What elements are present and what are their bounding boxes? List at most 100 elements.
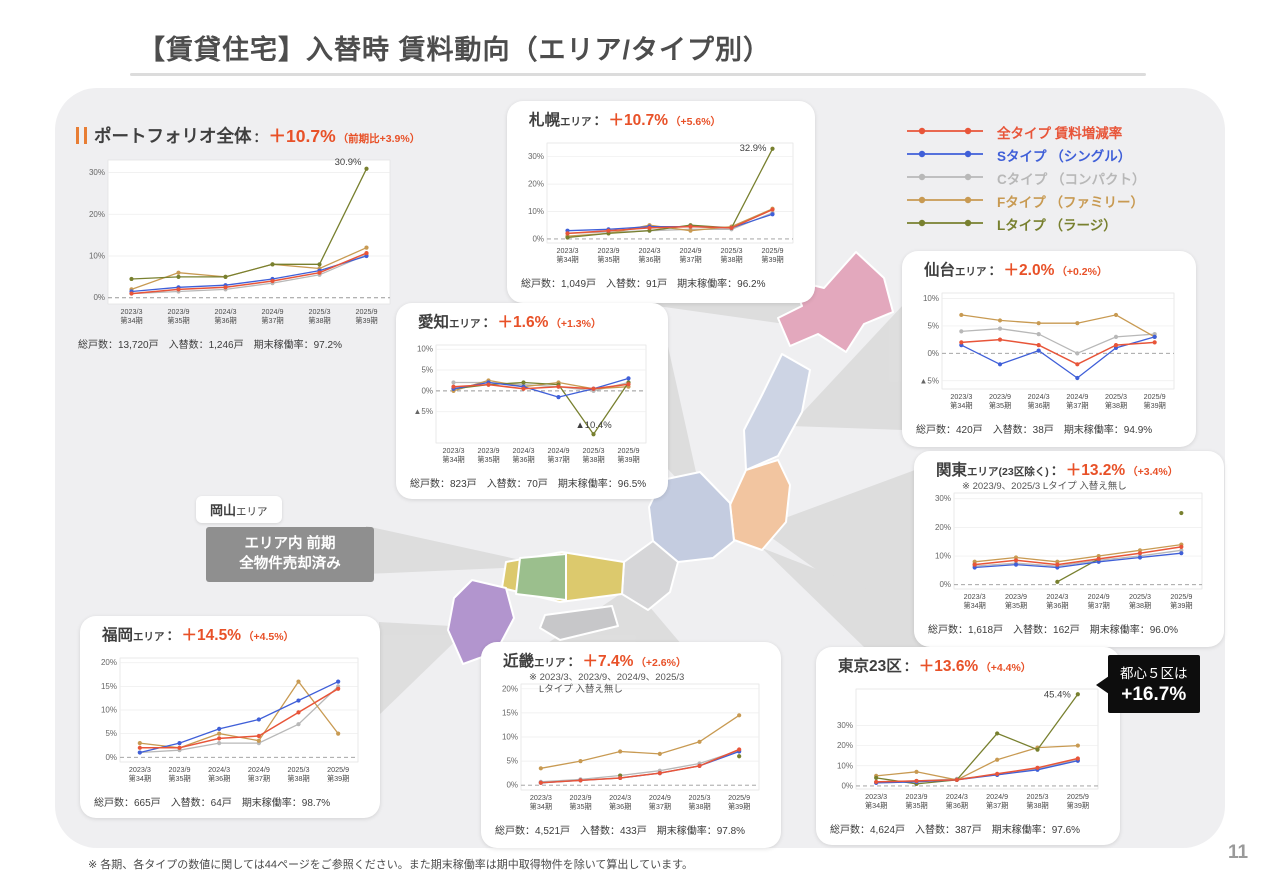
svg-text:10%: 10% — [89, 252, 105, 261]
kinki-chart-card: 近畿エリア：＋7.4% （+2.6%） ※ 2023/3、2023/9、2024/… — [481, 642, 781, 848]
stat-total-units: 総戸数：1,618戸 — [928, 625, 1004, 636]
stat-replacements: 入替数：387戸 — [915, 825, 982, 836]
svg-text:10%: 10% — [837, 761, 853, 770]
svg-text:45.4%: 45.4% — [1044, 689, 1071, 700]
stat-total-units: 総戸数：4,521戸 — [495, 826, 571, 837]
legend-item-all: 全タイプ 賃料増減率 — [905, 120, 1225, 143]
stat-total-units: 総戸数：1,049戸 — [521, 279, 597, 290]
area-name: 岡山 — [210, 503, 237, 518]
footnote: ※ 各期、各タイプの数値に関しては44ページをご参照ください。また期末稼働率は期… — [88, 859, 693, 871]
svg-text:第38期: 第38期 — [582, 455, 604, 464]
svg-text:第38期: 第38期 — [287, 774, 309, 783]
svg-text:2025/9: 2025/9 — [728, 793, 750, 802]
fukuoka-chart-card: 福岡エリア：＋14.5% （+4.5%） 0% 5% 10% 15% 20% 2023/3 第… — [80, 616, 380, 818]
svg-text:第39期: 第39期 — [327, 774, 349, 783]
svg-text:第36期: 第36期 — [214, 316, 236, 325]
svg-text:0%: 0% — [939, 580, 951, 589]
sapporo-stats: 総戸数：1,049戸 入替数：91戸 期末稼働率：96.2% — [517, 275, 805, 290]
svg-text:20%: 20% — [837, 741, 853, 750]
kanto-stats: 総戸数：1,618戸 入替数：162戸 期末稼働率：96.0% — [924, 621, 1214, 636]
legend-label: 全タイプ 賃料増減率 — [997, 125, 1123, 141]
stat-replacements: 入替数：64戸 — [170, 798, 232, 809]
svg-text:第34期: 第34期 — [120, 316, 142, 325]
svg-text:2024/3: 2024/3 — [513, 446, 535, 455]
svg-text:第34期: 第34期 — [963, 601, 985, 610]
area-suffix: エリア — [133, 631, 165, 643]
area-name: 愛知 — [418, 314, 450, 331]
portfolio-title: ポートフォリオ全体：＋10.7% （前期比+3.9%） — [74, 122, 420, 150]
svg-text:2025/9: 2025/9 — [1067, 792, 1089, 801]
stat-occupancy: 期末稼働率：96.2% — [677, 279, 766, 290]
svg-text:2024/9: 2024/9 — [1066, 392, 1088, 401]
rate-value: ＋10.7% — [268, 126, 336, 146]
aichi-chart-card: 愛知エリア：＋1.6% （+1.3%） ▲5% 0% 5% 10% 2023/3 第34期 2… — [396, 303, 668, 499]
rate-sub: （+4.5%） — [242, 631, 295, 643]
svg-text:2025/3: 2025/3 — [288, 765, 310, 774]
svg-text:32.9%: 32.9% — [740, 143, 767, 154]
svg-text:0%: 0% — [532, 234, 544, 243]
area-name: 東京23区 — [838, 658, 902, 675]
svg-text:2025/3: 2025/3 — [1027, 792, 1049, 801]
svg-text:第36期: 第36期 — [1046, 601, 1068, 610]
colon: ： — [166, 628, 180, 643]
area-name: 仙台 — [924, 262, 956, 279]
rate-value: ＋7.4% — [582, 653, 634, 670]
svg-text:0%: 0% — [421, 386, 433, 395]
svg-text:2025/9: 2025/9 — [762, 246, 784, 255]
svg-text:第35期: 第35期 — [989, 401, 1011, 410]
svg-text:30.9%: 30.9% — [335, 157, 362, 168]
svg-text:2023/9: 2023/9 — [989, 392, 1011, 401]
svg-text:20%: 20% — [101, 658, 117, 667]
svg-text:30%: 30% — [89, 168, 105, 177]
svg-text:2024/9: 2024/9 — [1088, 592, 1110, 601]
stat-total-units: 総戸数：823戸 — [410, 479, 477, 490]
portfolio-chart: 0% 10% 20% 30% 2023/3 第34期 2023/9 第35期 2024/3 第36… — [74, 152, 394, 335]
svg-text:2025/9: 2025/9 — [618, 446, 640, 455]
svg-text:5%: 5% — [421, 366, 433, 375]
svg-text:第34期: 第34期 — [442, 455, 464, 464]
sendai-stats: 総戸数：420戸 入替数：38戸 期末稼働率：94.9% — [912, 421, 1186, 436]
svg-text:2024/3: 2024/3 — [1046, 592, 1068, 601]
svg-text:2023/9: 2023/9 — [168, 307, 190, 316]
svg-text:第35期: 第35期 — [905, 801, 927, 810]
svg-text:第35期: 第35期 — [1005, 601, 1027, 610]
legend-line-icon — [905, 169, 987, 187]
svg-text:2024/9: 2024/9 — [548, 446, 570, 455]
svg-text:第38期: 第38期 — [308, 316, 330, 325]
svg-text:2023/9: 2023/9 — [598, 246, 620, 255]
legend-item-C: Cタイプ （コンパクト） — [905, 166, 1225, 189]
svg-text:▲5%: ▲5% — [920, 376, 939, 385]
area-name: 関東 — [936, 462, 968, 479]
svg-text:第34期: 第34期 — [530, 802, 552, 811]
area-suffix: エリア(23区除く) — [967, 466, 1049, 478]
svg-text:0%: 0% — [927, 349, 939, 358]
svg-text:第37期: 第37期 — [1087, 601, 1109, 610]
colon: ： — [567, 654, 581, 669]
svg-text:第38期: 第38期 — [1129, 601, 1151, 610]
svg-text:0%: 0% — [841, 781, 853, 790]
rate-sub: （+0.2%） — [1056, 266, 1108, 278]
svg-text:第39期: 第39期 — [1143, 401, 1165, 410]
stat-occupancy: 期末稼働率：98.7% — [241, 798, 331, 809]
svg-text:2024/9: 2024/9 — [262, 307, 284, 316]
svg-text:第36期: 第36期 — [1027, 401, 1049, 410]
svg-text:2025/3: 2025/3 — [309, 307, 331, 316]
svg-text:2023/3: 2023/3 — [865, 792, 887, 801]
legend-label: Sタイプ （シングル） — [997, 148, 1132, 164]
svg-text:第38期: 第38期 — [720, 255, 742, 264]
legend-label: Fタイプ （ファミリー） — [997, 194, 1144, 210]
svg-text:2023/9: 2023/9 — [906, 792, 928, 801]
svg-text:2025/3: 2025/3 — [689, 793, 711, 802]
tokyo23-stats: 総戸数：4,624戸 入替数：387戸 期末稼働率：97.6% — [826, 821, 1110, 836]
stat-occupancy: 期末稼働率：94.9% — [1063, 425, 1153, 436]
svg-text:▲10.4%: ▲10.4% — [575, 420, 612, 431]
svg-text:2024/3: 2024/3 — [946, 792, 968, 801]
svg-text:第36期: 第36期 — [946, 801, 968, 810]
legend-item-F: Fタイプ （ファミリー） — [905, 189, 1225, 212]
svg-text:第38期: 第38期 — [1026, 801, 1048, 810]
rate-sub: （+5.6%） — [669, 116, 722, 128]
svg-text:20%: 20% — [528, 180, 544, 189]
colon: ： — [593, 113, 607, 128]
svg-text:2024/9: 2024/9 — [649, 793, 671, 802]
sendai-chart-card: 仙台エリア：＋2.0% （+0.2%） ▲5% 0% 5% 10% 2023/3 第34期 2… — [902, 251, 1196, 447]
